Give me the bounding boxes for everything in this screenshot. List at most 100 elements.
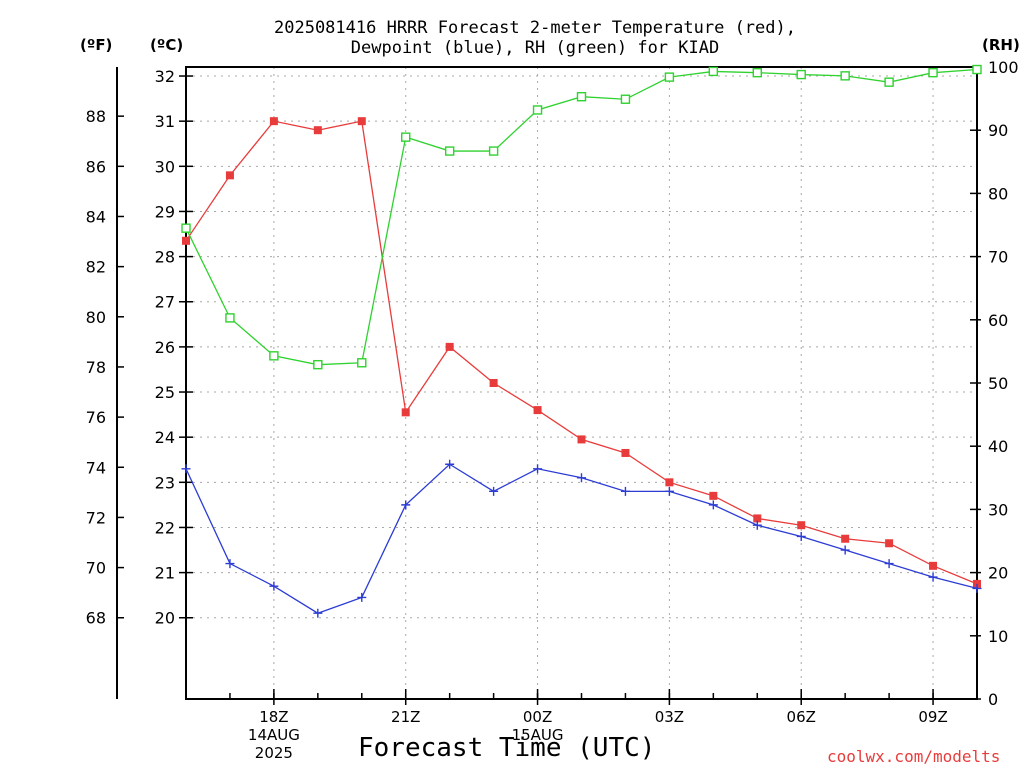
- celsius-tick-label: 24: [155, 428, 175, 447]
- rh-tick-label: 70: [988, 248, 1008, 267]
- dewpoint-point: [972, 583, 982, 593]
- rh-tick-label: 0: [988, 690, 998, 709]
- x-tick-label: 00Z: [523, 708, 552, 726]
- rh-unit-label: (RH): [982, 36, 1020, 54]
- dewpoint-point: [269, 581, 279, 591]
- rh-point: [401, 132, 411, 142]
- temperature-point: [577, 435, 586, 444]
- rh-tick-label: 10: [988, 627, 1008, 646]
- celsius-tick-label: 32: [155, 67, 175, 86]
- temperature-point: [313, 126, 322, 135]
- rh-point: [972, 64, 982, 75]
- fahrenheit-tick-label: 70: [86, 559, 106, 578]
- x-axis-title: Forecast Time (UTC): [358, 733, 656, 763]
- rh-point: [664, 72, 675, 82]
- temperature-point: [401, 408, 410, 417]
- x-tick-label: 2025: [255, 744, 293, 762]
- temperature-point: [225, 171, 234, 180]
- celsius-tick-label: 28: [155, 248, 175, 267]
- temperature-point: [709, 491, 718, 500]
- temperature-point: [929, 561, 938, 570]
- fahrenheit-tick-label: 68: [86, 609, 106, 628]
- rh-point: [444, 146, 455, 156]
- temperature-point: [797, 521, 806, 530]
- x-tick-label: 06Z: [787, 708, 816, 726]
- celsius-tick-label: 20: [155, 609, 175, 628]
- temperature-point: [182, 236, 190, 245]
- temperature-point: [445, 342, 454, 351]
- dewpoint-point: [401, 500, 411, 510]
- x-tick-label: 21Z: [391, 708, 420, 726]
- celsius-tick-label: 31: [155, 112, 175, 131]
- rh-tick-label: 60: [988, 311, 1008, 330]
- dewpoint-point: [181, 464, 191, 474]
- rh-point: [796, 69, 806, 80]
- rh-point: [752, 67, 762, 78]
- celsius-unit-label: (ºC): [150, 36, 184, 54]
- fahrenheit-tick-label: 82: [86, 258, 106, 277]
- dewpoint-point: [884, 559, 894, 569]
- fahrenheit-tick-label: 74: [86, 458, 106, 477]
- fahrenheit-tick-label: 78: [86, 358, 106, 377]
- rh-point: [313, 359, 323, 370]
- dewpoint-point: [445, 459, 455, 469]
- celsius-tick-label: 30: [155, 157, 175, 176]
- celsius-tick-label: 23: [155, 473, 175, 492]
- dewpoint-point: [489, 486, 499, 496]
- celsius-tick-label: 27: [155, 293, 175, 312]
- rh-tick-label: 90: [988, 121, 1008, 140]
- celsius-tick-label: 25: [155, 383, 175, 402]
- chart-title-line-1: 2025081416 HRRR Forecast 2-meter Tempera…: [274, 18, 796, 38]
- temperature-point: [885, 539, 894, 548]
- temperature-point: [665, 478, 674, 487]
- rh-tick-label: 20: [988, 564, 1008, 583]
- dewpoint-point: [928, 572, 938, 582]
- rh-tick-label: 30: [988, 500, 1008, 519]
- series-line-temperature: [185, 120, 978, 585]
- temperature-point: [533, 406, 542, 415]
- temperature-point: [357, 117, 366, 126]
- dewpoint-point: [225, 559, 235, 569]
- dewpoint-point: [752, 520, 762, 530]
- fahrenheit-tick-label: 76: [86, 408, 106, 427]
- celsius-tick-label: 22: [155, 518, 175, 537]
- temperature-point: [489, 379, 498, 387]
- series-rh: [181, 64, 982, 370]
- fahrenheit-unit-label: (ºF): [80, 36, 113, 54]
- celsius-tick-label: 29: [155, 202, 175, 221]
- celsius-tick-label: 26: [155, 338, 175, 357]
- dewpoint-point: [313, 608, 323, 618]
- temperature-point: [841, 534, 850, 543]
- rh-point: [225, 313, 235, 323]
- fahrenheit-tick-label: 86: [86, 157, 106, 176]
- x-tick-label: 14AUG: [248, 726, 300, 744]
- dewpoint-point: [620, 486, 630, 496]
- rh-point: [357, 358, 367, 368]
- temperature-point: [753, 514, 762, 523]
- x-tick-label: 15AUG: [512, 726, 564, 744]
- rh-point: [928, 67, 938, 78]
- temperature-point: [621, 448, 630, 457]
- x-tick-label: 09Z: [918, 708, 947, 726]
- credit-text: coolwx.com/modelts: [827, 747, 1001, 766]
- rh-point: [620, 94, 631, 104]
- fahrenheit-tick-label: 72: [86, 508, 106, 527]
- dewpoint-point: [533, 464, 543, 474]
- x-tick-label: 18Z: [259, 708, 288, 726]
- rh-point: [532, 105, 543, 115]
- dewpoint-point: [840, 545, 850, 555]
- rh-tick-label: 100: [988, 58, 1019, 77]
- dewpoint-point: [577, 473, 586, 483]
- dewpoint-point: [796, 531, 806, 541]
- fahrenheit-tick-label: 88: [86, 107, 106, 126]
- celsius-tick-label: 21: [155, 564, 175, 583]
- plot-frame: [185, 66, 978, 700]
- dewpoint-point: [664, 486, 674, 496]
- rh-point: [708, 66, 719, 77]
- fahrenheit-tick-label: 80: [86, 308, 106, 327]
- rh-point: [576, 92, 587, 102]
- dewpoint-point: [708, 500, 718, 510]
- temperature-point: [269, 117, 278, 126]
- rh-point: [488, 146, 499, 156]
- series-dewpoint: [181, 459, 982, 618]
